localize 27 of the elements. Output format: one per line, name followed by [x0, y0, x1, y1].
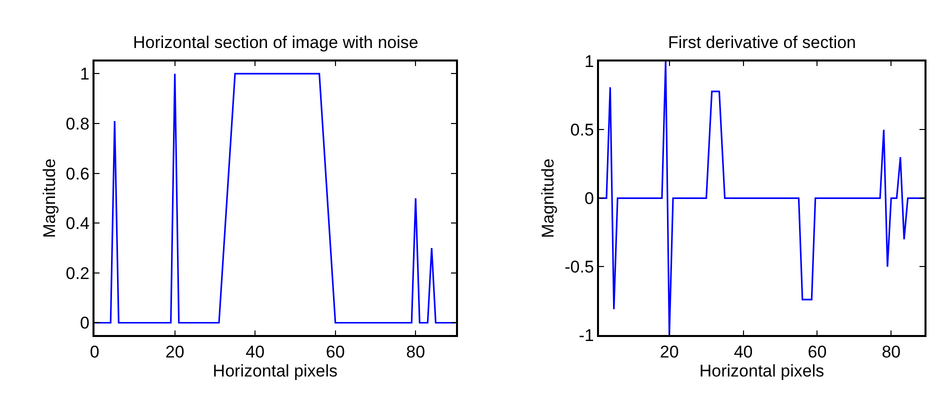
- line-series: [94, 72, 456, 324]
- y-tick-label: 1: [80, 64, 90, 84]
- y-tick-label: 0.5: [570, 120, 594, 140]
- x-axis-title: Horizontal pixels: [699, 361, 824, 380]
- x-tick-label: 60: [808, 342, 827, 362]
- x-tick-label: 20: [165, 342, 184, 362]
- y-tick-label: 0.2: [66, 264, 90, 283]
- y-tick-label: -1: [578, 326, 594, 346]
- x-tick-label: 80: [406, 342, 426, 362]
- y-tick-label: 0: [80, 314, 90, 333]
- y-tick-label: 0.6: [66, 164, 90, 184]
- y-axis-title: Magnitude: [40, 158, 59, 238]
- y-tick-label: 0.8: [66, 114, 90, 134]
- x-tick-label: 80: [882, 342, 901, 362]
- y-tick-label: 0: [584, 189, 594, 208]
- x-tick-label: 40: [246, 342, 265, 362]
- x-tick-label: 60: [326, 342, 345, 362]
- chart-title: First derivative of section: [668, 33, 856, 52]
- y-tick-label: 0.4: [66, 214, 90, 234]
- y-tick-label: 1: [584, 52, 594, 72]
- x-axis-title: Horizontal pixels: [212, 361, 338, 380]
- y-axis-title: Magnitude: [538, 158, 558, 238]
- x-tick-label: 40: [734, 342, 753, 362]
- line-series: [599, 61, 924, 336]
- y-tick-label: -0.5: [564, 258, 594, 277]
- x-tick-label: 20: [660, 342, 679, 362]
- chart-title: Horizontal section of image with noise: [133, 33, 418, 52]
